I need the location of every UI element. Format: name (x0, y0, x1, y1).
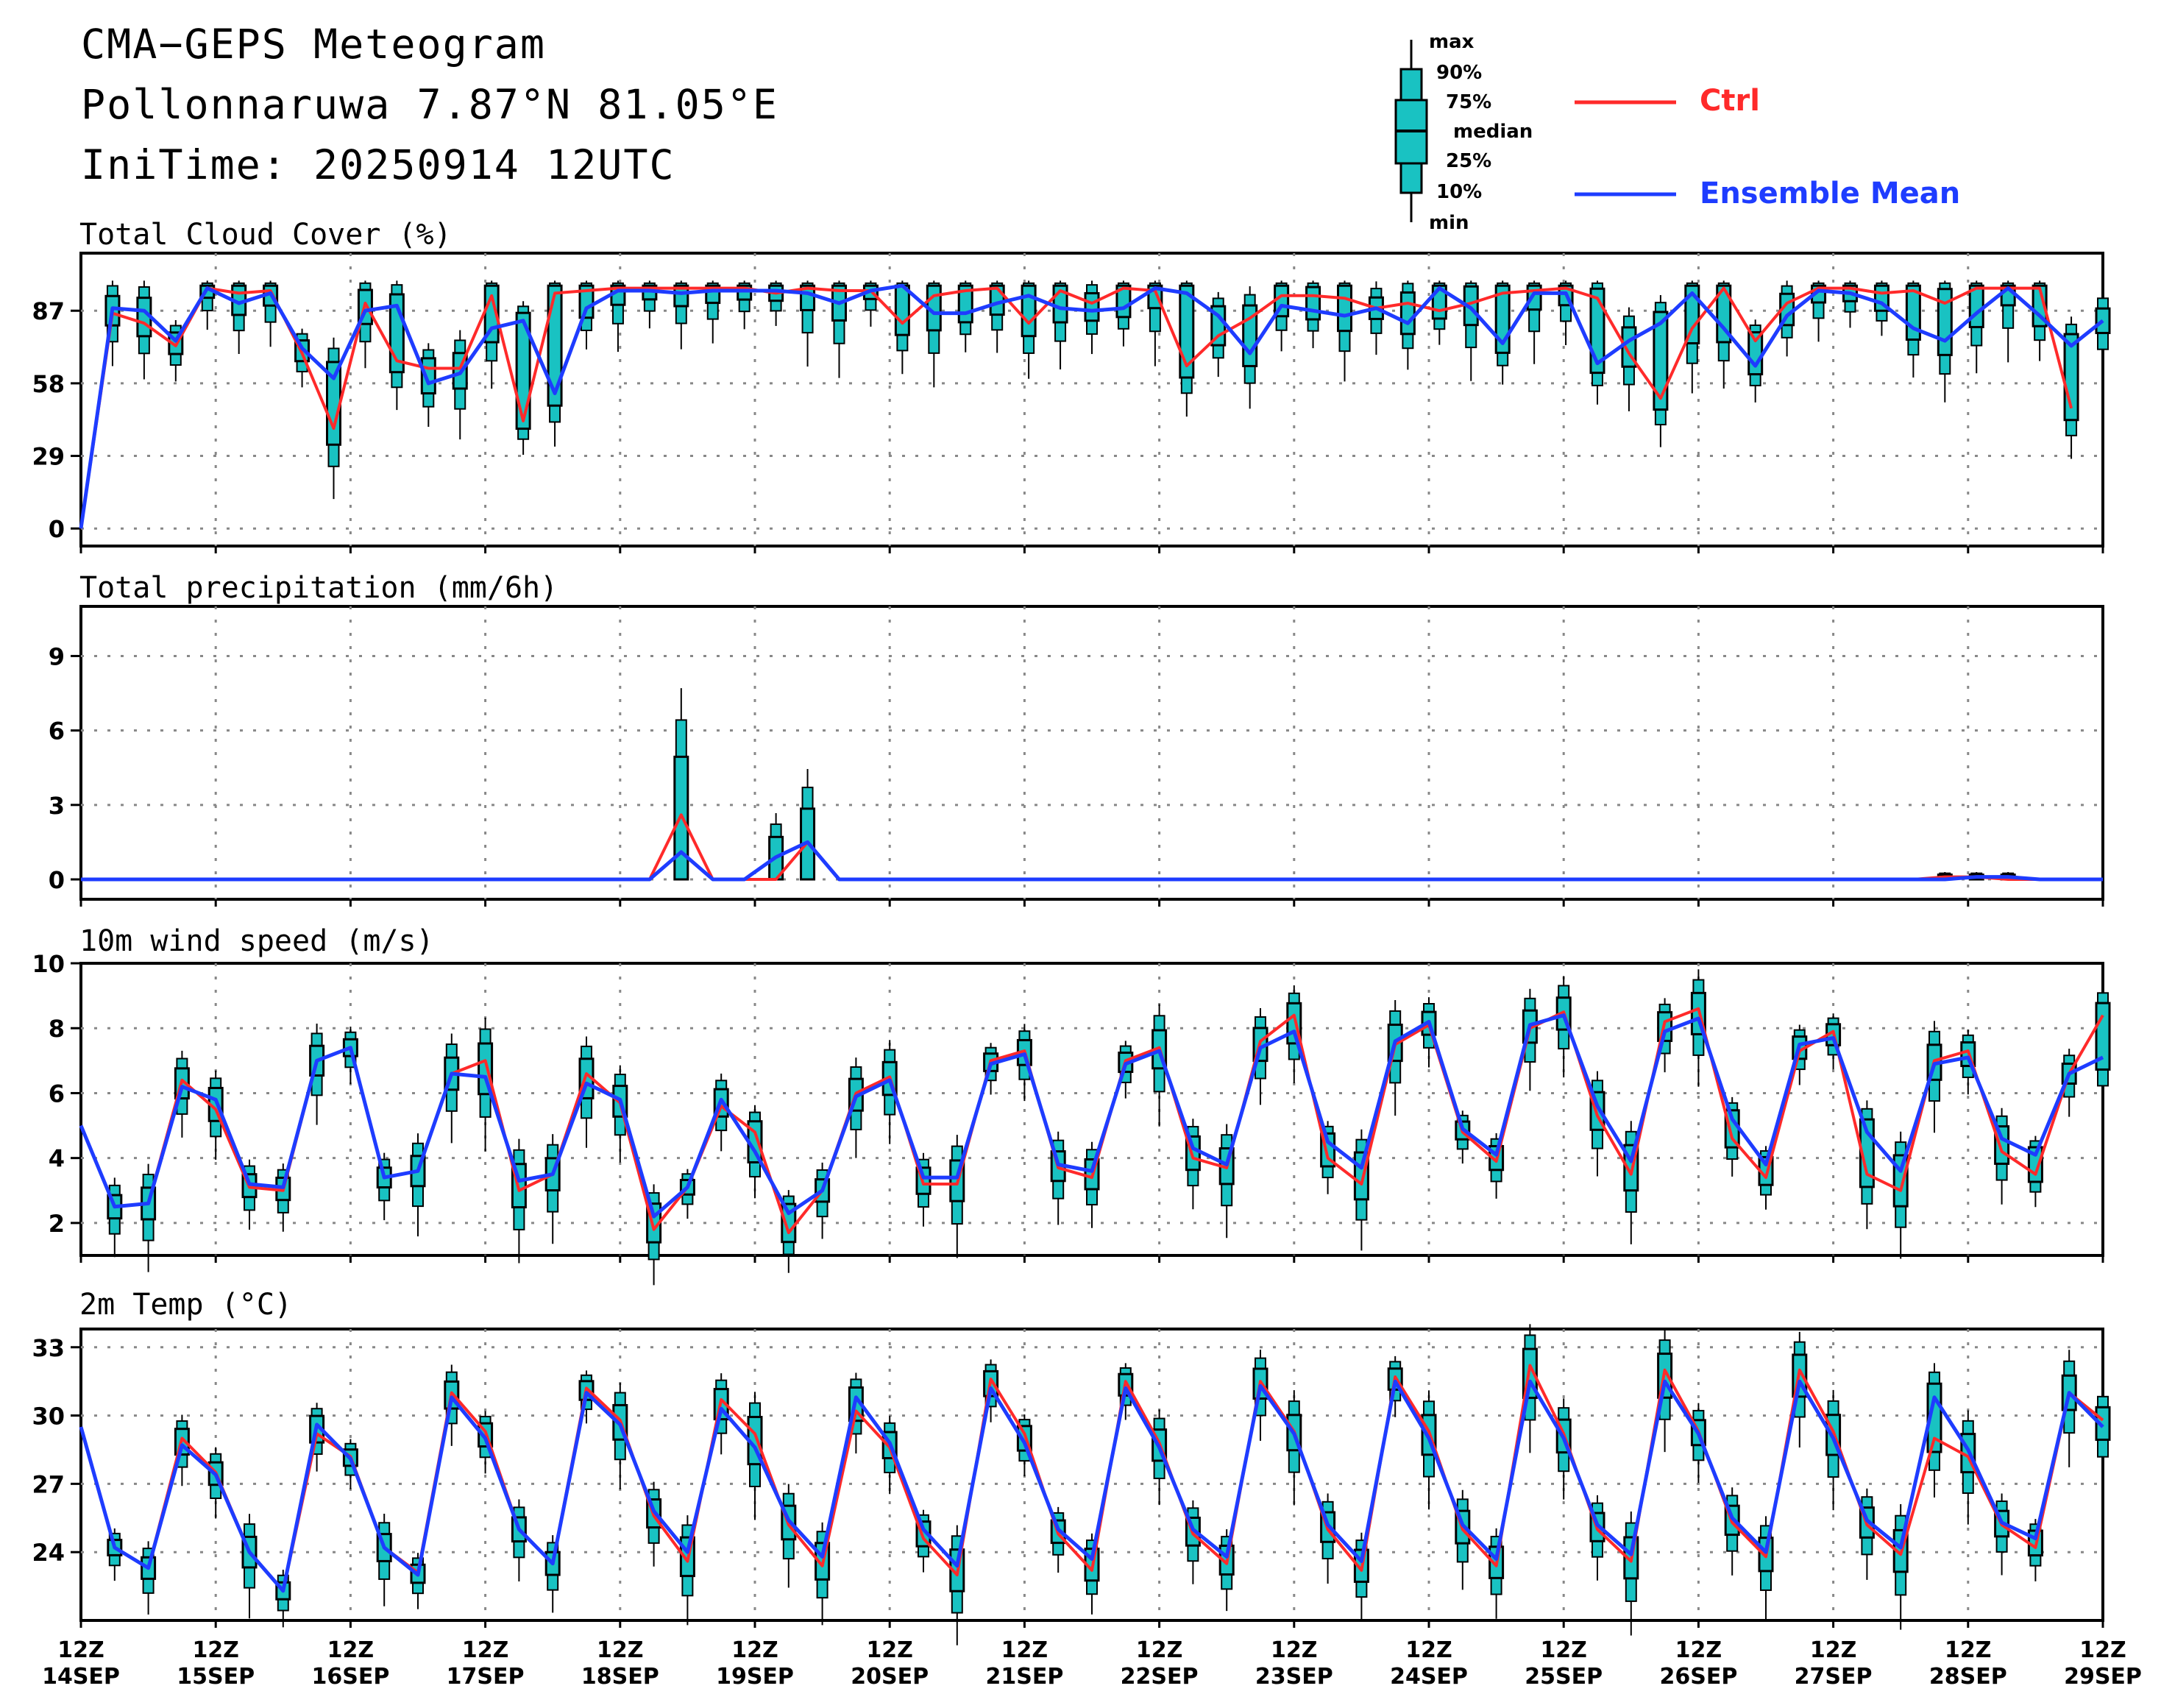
legend-p25-label: 25% (1446, 150, 1492, 172)
y-tick-label: 10 (32, 950, 65, 978)
legend-p10-label: 10% (1436, 181, 1483, 203)
x-tick-date: 24SEP (1390, 1664, 1468, 1690)
legend-p90-label: 90% (1436, 62, 1483, 84)
mean-series-line (81, 840, 2103, 882)
legend-mean-label: Ensemble Mean (1700, 177, 1961, 210)
panel-frame (79, 605, 2104, 901)
y-tick-label: 6 (49, 1080, 65, 1108)
x-tick-date: 21SEP (985, 1664, 1063, 1690)
y-tick-label: 9 (49, 642, 65, 670)
x-tick-hour: 12Z (1405, 1637, 1452, 1663)
y-tick-label: 4 (49, 1145, 65, 1173)
x-tick-hour: 12Z (597, 1637, 644, 1663)
y-tick-label: 3 (49, 792, 65, 820)
panel-title-wind: 10m wind speed (m/s) (79, 924, 434, 958)
box-inner (1653, 311, 1669, 411)
x-tick-hour: 12Z (57, 1637, 104, 1663)
panel-frame (79, 252, 2104, 548)
y-tick-label: 2 (49, 1210, 65, 1238)
y-tick-label: 27 (32, 1470, 65, 1498)
y-tick-label: 6 (49, 717, 65, 745)
x-tick-date: 19SEP (716, 1664, 794, 1690)
box-inner (547, 284, 563, 407)
box-inner (1716, 284, 1732, 344)
x-tick-hour: 12Z (1945, 1637, 1992, 1663)
mean-series-line (79, 1379, 2104, 1593)
y-tick-label: 29 (32, 443, 65, 471)
box-inner (673, 284, 689, 308)
x-tick-date: 26SEP (1659, 1664, 1737, 1690)
x-tick-hour: 12Z (1001, 1637, 1048, 1663)
panel-1: 0 3 6 9 (49, 605, 2104, 907)
x-tick-date: 17SEP (447, 1664, 525, 1690)
y-tick-label: 24 (32, 1539, 65, 1567)
legend-median-label: median (1453, 121, 1533, 143)
panel-3: 24 27 30 33 (32, 1324, 2111, 1645)
box-inner (1021, 284, 1037, 338)
x-tick-hour: 12Z (192, 1637, 239, 1663)
legend-min-label: min (1429, 212, 1469, 234)
x-tick-date: 18SEP (581, 1664, 659, 1690)
panel-title-cloud: Total Cloud Cover (%) (79, 218, 452, 252)
x-axis: 12Z14SEP12Z15SEP12Z16SEP12Z17SEP12Z18SEP… (42, 1637, 2142, 1690)
box-inner (2095, 1406, 2111, 1441)
x-tick-date: 20SEP (851, 1664, 929, 1690)
box-inner (515, 311, 531, 430)
mean-series-line (79, 283, 2104, 529)
x-tick-hour: 12Z (2079, 1637, 2126, 1663)
x-tick-date: 16SEP (311, 1664, 389, 1690)
box-inner (1305, 286, 1321, 321)
box-inner (1084, 291, 1100, 322)
init-time: IniTime: 20250914 12UTC (81, 141, 675, 188)
legend-p75-label: 75% (1446, 91, 1492, 113)
legend-box-glyph (1394, 40, 1676, 222)
box-inner (1937, 288, 1953, 356)
y-tick-label: 33 (32, 1334, 65, 1362)
box-inner (1337, 284, 1352, 333)
x-tick-date: 27SEP (1795, 1664, 1873, 1690)
legend-max-label: max (1429, 31, 1475, 53)
box-inner (894, 284, 910, 336)
x-tick-date: 14SEP (42, 1664, 120, 1690)
x-tick-date: 15SEP (177, 1664, 255, 1690)
panel-2: 2 4 6 8 10 (32, 950, 2111, 1286)
box-inner (578, 284, 595, 319)
x-tick-hour: 12Z (1271, 1637, 1318, 1663)
x-tick-hour: 12Z (1540, 1637, 1587, 1663)
panel-title-precip: Total precipitation (mm/6h) (79, 571, 558, 605)
x-tick-date: 23SEP (1255, 1664, 1333, 1690)
y-tick-label: 58 (32, 370, 65, 398)
y-tick-label: 0 (49, 866, 65, 894)
y-tick-label: 87 (32, 297, 65, 325)
panel-0: 0 29 58 87 (32, 252, 2111, 553)
x-tick-date: 25SEP (1525, 1664, 1603, 1690)
ctrl-series-line (79, 286, 2073, 529)
station-location: Pollonnaruwa 7.87°N 81.05°E (81, 81, 779, 128)
x-tick-hour: 12Z (731, 1637, 778, 1663)
x-tick-hour: 12Z (1810, 1637, 1857, 1663)
x-tick-date: 22SEP (1121, 1664, 1199, 1690)
box-inner (1399, 291, 1416, 336)
x-tick-hour: 12Z (1675, 1637, 1722, 1663)
x-tick-hour: 12Z (866, 1637, 913, 1663)
mean-series-line (79, 1013, 2104, 1219)
x-tick-date: 28SEP (1929, 1664, 2007, 1690)
x-tick-hour: 12Z (1136, 1637, 1183, 1663)
y-tick-label: 30 (32, 1403, 65, 1431)
ctrl-series-line (81, 813, 2103, 881)
y-tick-label: 8 (49, 1015, 65, 1043)
panel-title-temp: 2m Temp (°C) (79, 1288, 292, 1322)
box-inner (1684, 284, 1700, 344)
x-tick-hour: 12Z (327, 1637, 375, 1663)
chart-title: CMA−GEPS Meteogram (81, 21, 547, 68)
x-tick-date: 29SEP (2064, 1664, 2142, 1690)
legend-ctrl-label: Ctrl (1700, 84, 1760, 118)
y-tick-label: 0 (49, 515, 65, 543)
x-tick-hour: 12Z (462, 1637, 509, 1663)
